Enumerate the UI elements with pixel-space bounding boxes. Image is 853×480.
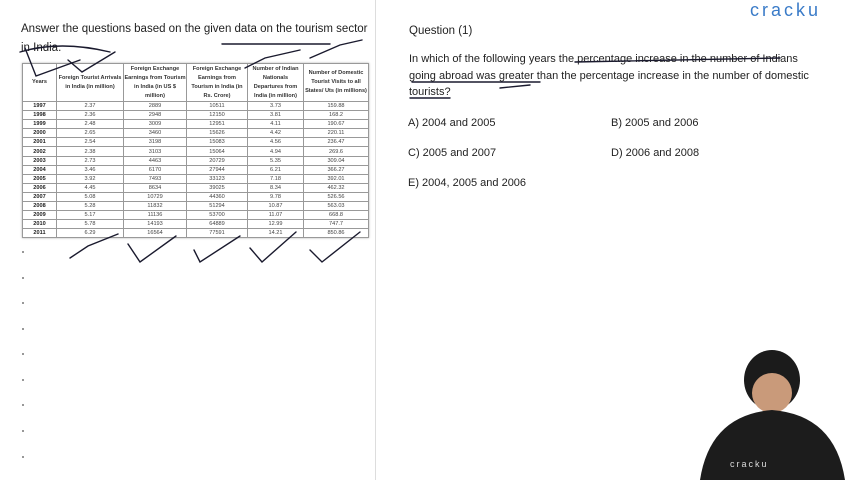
table-row: 1997 2.37 2889 10511 3.73 159.88 <box>22 100 369 112</box>
column-header: Number of Domestic Tourist Visits to all… <box>303 63 369 102</box>
panel-divider <box>375 0 376 480</box>
presenter-video: cracku <box>700 350 845 480</box>
option-b[interactable]: B) 2005 and 2006 <box>611 117 699 129</box>
bullet <box>22 456 24 458</box>
table-row: 2011 6.29 16564 77591 14.21 850.86 <box>22 228 369 239</box>
table-row: 1999 2.48 3009 12951 4.11 190.67 <box>22 119 369 130</box>
bullet <box>22 379 24 381</box>
column-header: Number of Indian Nationals Departures fr… <box>247 63 304 102</box>
question-title: Question (1) <box>409 25 473 37</box>
table-header-row: Years Foreign Tourist Arrivals in India (… <box>22 63 369 102</box>
table-row: 1998 2.36 2948 12150 3.81 168.2 <box>22 110 369 121</box>
value-cell: 850.86 <box>303 228 369 239</box>
column-header: Foreign Exchange Earnings from Tourism i… <box>186 63 248 102</box>
question-text: In which of the following years the perc… <box>409 53 809 98</box>
option-d[interactable]: D) 2006 and 2008 <box>611 147 700 159</box>
option-e[interactable]: E) 2004, 2005 and 2006 <box>408 177 527 189</box>
value-cell: 168.2 <box>303 110 369 121</box>
option-c[interactable]: C) 2005 and 2007 <box>408 147 497 159</box>
cracku-logo: cracku <box>750 0 822 20</box>
bullet <box>22 404 24 406</box>
bullet <box>22 251 24 253</box>
bullet <box>22 328 24 330</box>
table-row: 2003 2.73 4463 20729 5.35 309.04 <box>22 155 369 166</box>
table-row: 2001 2.54 3198 15083 4.56 236.47 <box>22 137 369 148</box>
value-cell: 159.88 <box>303 100 369 112</box>
option-a[interactable]: A) 2004 and 2005 <box>408 117 496 129</box>
bullet <box>22 430 24 432</box>
column-header: Foreign Tourist Arrivals in India (in mi… <box>56 63 124 102</box>
shirt-logo: cracku <box>730 459 769 469</box>
bullet <box>22 277 24 279</box>
bullet <box>22 302 24 304</box>
tourism-data-table: Years Foreign Tourist Arrivals in India (… <box>22 63 369 239</box>
bullet <box>22 353 24 355</box>
presenter-shirt <box>700 410 845 480</box>
table-row: 2008 5.28 11832 51294 10.87 563.03 <box>22 201 369 212</box>
